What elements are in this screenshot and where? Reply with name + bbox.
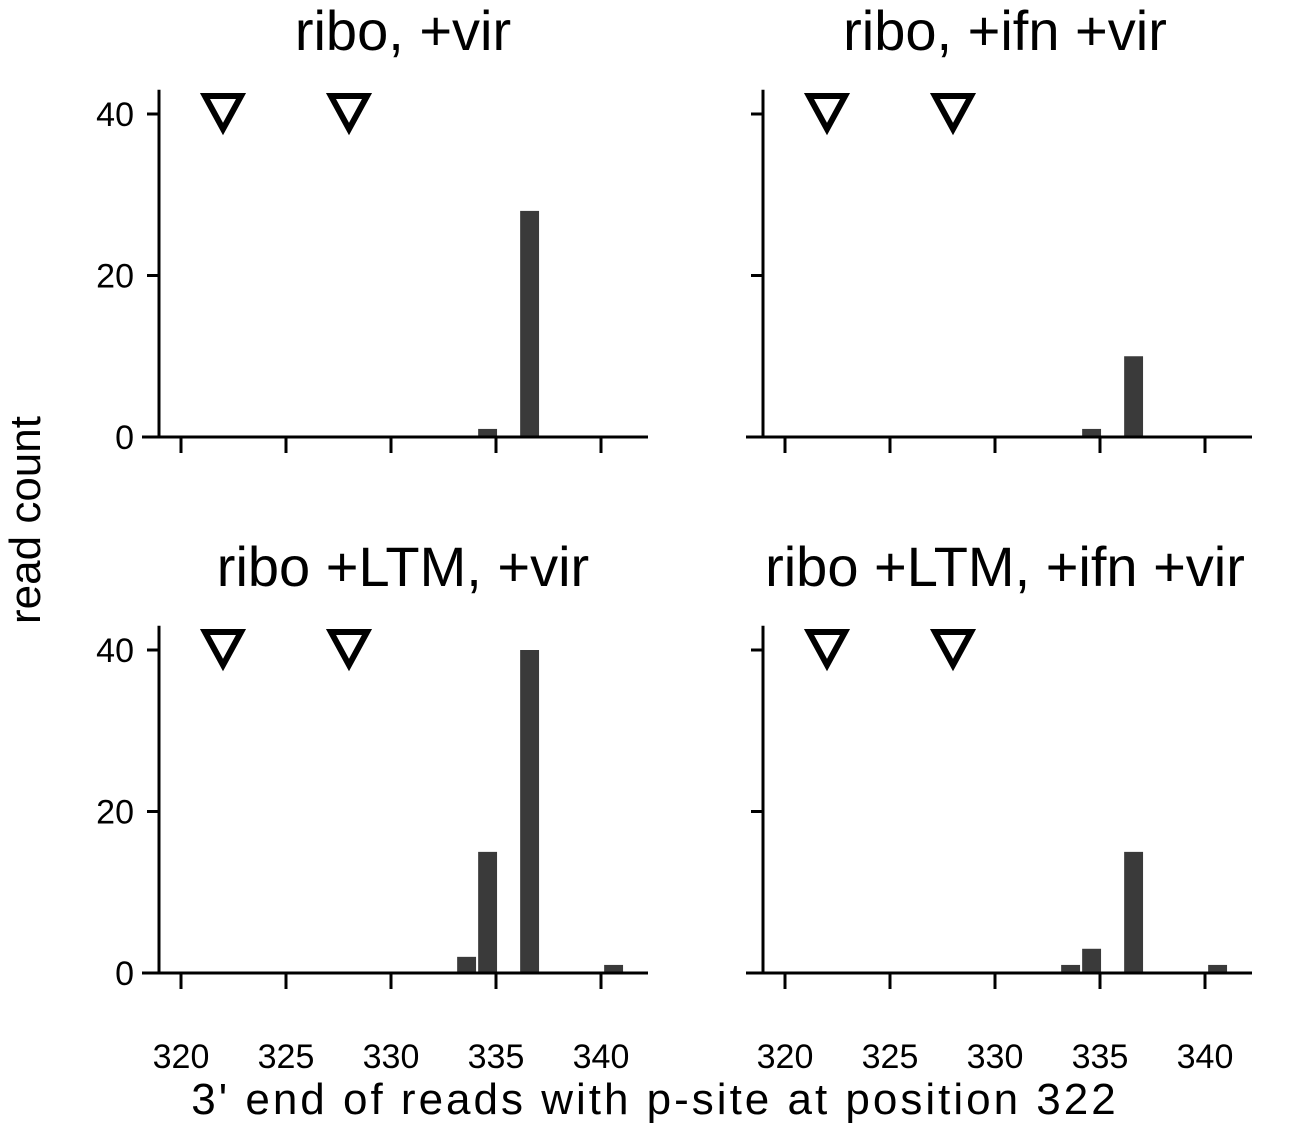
y-tick-label: 40 — [96, 632, 134, 670]
marker-triangle — [325, 93, 373, 136]
y-tick-label: 20 — [96, 794, 134, 832]
bar — [1082, 428, 1102, 437]
panel-title: ribo, +vir — [295, 0, 511, 62]
panel-2: ribo, +ifn +vir — [746, 0, 1252, 453]
bar — [520, 650, 540, 973]
x-tick-label: 325 — [258, 1038, 315, 1076]
bar — [457, 956, 477, 973]
panel-3: ribo +LTM, +vir 0 20 40 320 325 330 335 340 — [96, 535, 648, 1076]
bar — [478, 428, 498, 437]
y-tick-label: 0 — [115, 955, 134, 993]
bar — [478, 851, 498, 973]
panel-title: ribo +LTM, +vir — [217, 535, 589, 598]
x-tick-label: 340 — [573, 1038, 630, 1076]
bar — [604, 964, 624, 973]
bar — [1208, 964, 1228, 973]
bar — [1124, 851, 1144, 973]
x-tick-label: 325 — [862, 1038, 919, 1076]
x-tick-label: 335 — [468, 1038, 525, 1076]
panel-title: ribo +LTM, +ifn +vir — [765, 535, 1245, 598]
y-axis-label: read count — [1, 416, 50, 624]
x-axis-label: 3' end of reads with p-site at position … — [191, 1075, 1118, 1124]
marker-triangle — [325, 629, 373, 672]
y-tick-label: 0 — [115, 419, 134, 457]
bar — [1061, 964, 1081, 973]
x-tick-label: 335 — [1072, 1038, 1129, 1076]
marker-triangle — [929, 629, 977, 672]
marker-triangle — [929, 93, 977, 136]
x-tick-label: 320 — [757, 1038, 814, 1076]
bar — [1082, 948, 1102, 973]
marker-triangle — [199, 93, 247, 136]
x-tick-label: 330 — [967, 1038, 1024, 1076]
x-tick-label: 320 — [153, 1038, 210, 1076]
marker-triangle — [803, 93, 851, 136]
x-tick-label: 330 — [363, 1038, 420, 1076]
panel-1: ribo, +vir 0 20 40 — [96, 0, 648, 457]
x-tick-label: 340 — [1177, 1038, 1234, 1076]
y-tick-label: 40 — [96, 96, 134, 134]
panel-4: ribo +LTM, +ifn +vir 320 325 330 335 340 — [746, 535, 1252, 1076]
marker-triangle — [803, 629, 851, 672]
marker-triangle — [199, 629, 247, 672]
y-tick-label: 20 — [96, 258, 134, 296]
panel-title: ribo, +ifn +vir — [843, 0, 1167, 62]
bar — [520, 210, 540, 437]
bar — [1124, 356, 1144, 437]
panels-group: ribo, +vir 0 20 40 ribo, +ifn +vir ribo +LTM,… — [96, 0, 1252, 1076]
